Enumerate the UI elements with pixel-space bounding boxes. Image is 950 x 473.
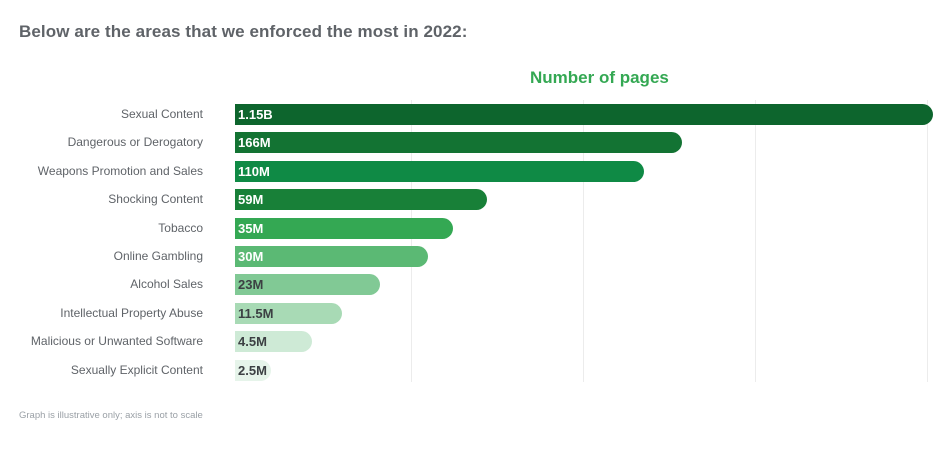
bar: 2.5M xyxy=(235,360,271,381)
category-label: Shocking Content xyxy=(108,192,203,206)
category-label: Sexually Explicit Content xyxy=(70,363,203,377)
bar-value-label: 1.15B xyxy=(238,107,273,122)
category-label: Online Gambling xyxy=(113,249,203,263)
bar-value-label: 30M xyxy=(238,249,264,264)
bar-value-label: 2.5M xyxy=(238,363,267,378)
category-label: Weapons Promotion and Sales xyxy=(37,164,203,178)
category-label: Malicious or Unwanted Software xyxy=(30,334,203,348)
bar-value-label: 166M xyxy=(238,135,271,150)
bar: 35M xyxy=(235,218,453,239)
category-label: Tobacco xyxy=(158,221,203,235)
category-label: Intellectual Property Abuse xyxy=(60,306,203,320)
bar: 23M xyxy=(235,274,380,295)
bar: 11.5M xyxy=(235,303,342,324)
axis-title: Number of pages xyxy=(530,68,669,87)
bar-value-label: 23M xyxy=(238,277,264,292)
gridline xyxy=(411,100,412,382)
bar-value-label: 35M xyxy=(238,221,264,236)
category-label: Dangerous or Derogatory xyxy=(67,135,203,149)
gridline xyxy=(583,100,584,382)
page-heading: Below are the areas that we enforced the… xyxy=(19,22,468,41)
bar: 110M xyxy=(235,161,644,182)
bar-value-label: 59M xyxy=(238,192,264,207)
bar-value-label: 11.5M xyxy=(238,306,274,321)
bar: 59M xyxy=(235,189,487,210)
bar: 4.5M xyxy=(235,331,312,352)
bar-value-label: 4.5M xyxy=(238,334,267,349)
bar-value-label: 110M xyxy=(238,164,270,179)
bar: 166M xyxy=(235,132,682,153)
category-label: Alcohol Sales xyxy=(130,277,203,291)
category-label: Sexual Content xyxy=(120,107,203,121)
bar: 1.15B xyxy=(235,104,933,125)
footnote: Graph is illustrative only; axis is not … xyxy=(19,410,203,421)
gridline xyxy=(927,100,928,382)
gridline xyxy=(755,100,756,382)
bar: 30M xyxy=(235,246,428,267)
